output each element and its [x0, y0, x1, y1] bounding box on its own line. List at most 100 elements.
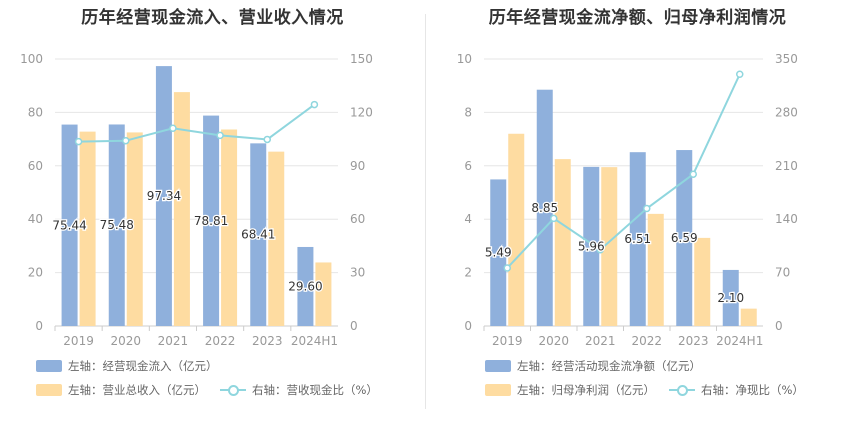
legend-item-cash-ratio[interactable]: 右轴：营收现金比（%） — [220, 382, 378, 398]
ratio-point-1 — [74, 137, 83, 146]
y-right-tick-label: 280 — [775, 105, 798, 119]
bar-1-series-1 — [490, 179, 507, 326]
ratio-point-5 — [263, 135, 271, 144]
legend-item-revenue[interactable]: 左轴：营业总收入（亿元） — [36, 382, 206, 398]
bar-3-series-2 — [173, 92, 190, 326]
y-right-tick-label: 70 — [775, 266, 790, 280]
legend-swatch — [485, 384, 511, 396]
legend-label: 右轴：净现比（%） — [701, 383, 804, 397]
data-label: 78.81 — [194, 214, 228, 228]
legend-item-net-cash-flow[interactable]: 左轴：经营活动现金流净额（亿元） — [485, 358, 701, 374]
legend-swatch — [485, 360, 511, 372]
bar-5-series-1 — [676, 150, 693, 326]
x-tick-label: 2020 — [538, 334, 569, 348]
legend-swatch — [36, 384, 62, 396]
y-left-tick-label: 10 — [457, 52, 472, 66]
y-right-tick-label: 210 — [775, 159, 798, 173]
x-tick-label: 2024H1 — [716, 334, 763, 348]
bar-2-series-1 — [536, 89, 553, 326]
ratio-point-6 — [310, 100, 319, 109]
bar-1-series-2 — [508, 133, 525, 326]
x-tick-label: 2024H1 — [291, 334, 338, 348]
legend-label: 左轴：经营活动现金流净额（亿元） — [517, 359, 701, 373]
legend-line-marker-icon — [220, 384, 246, 396]
bar-1-series-2 — [79, 131, 96, 326]
panel-divider — [425, 14, 426, 409]
chart-panel-cash-inflow: 历年经营现金流入、营业收入情况 0 0 20 30 40 60 60 90 80 120 100 15… — [20, 8, 378, 398]
y-right-tick-label: 350 — [775, 52, 798, 66]
data-label: 8.85 — [531, 201, 558, 215]
legend-item-net-profit[interactable]: 左轴：归母净利润（亿元） — [485, 382, 655, 398]
bar-5-series-2 — [268, 151, 285, 326]
bar-4-series-2 — [221, 129, 238, 326]
legend-swatch — [36, 360, 62, 372]
bar-6-series-2 — [740, 308, 757, 326]
legend-item-net-cash-ratio[interactable]: 右轴：净现比（%） — [669, 382, 804, 398]
legend-line-marker-icon — [669, 384, 695, 396]
x-tick-label: 2022 — [205, 334, 236, 348]
data-label: 29.60 — [288, 279, 322, 293]
y-left-tick-label: 2 — [464, 266, 472, 280]
data-label: 6.51 — [624, 232, 651, 246]
data-label: 2.10 — [717, 291, 744, 305]
y-right-tick-label: 60 — [350, 212, 365, 226]
x-tick-label: 2023 — [678, 334, 709, 348]
data-label: 5.49 — [485, 246, 512, 260]
ratio-point-3 — [596, 245, 604, 254]
data-label: 6.59 — [671, 231, 698, 245]
ratio-point-5 — [689, 170, 697, 178]
ratio-point-2 — [550, 214, 558, 223]
ratio-line — [78, 103, 316, 143]
chart-plot-cash-inflow: 0 0 20 30 40 60 60 90 80 120 100 150 2019 2020 2021 202… — [20, 52, 373, 348]
y-right-tick-label: 0 — [350, 319, 358, 333]
x-tick-label: 2019 — [63, 334, 94, 348]
x-tick-label: 2023 — [252, 334, 283, 348]
legend-item-cash-inflow[interactable]: 左轴：经营现金流入（亿元） — [36, 358, 218, 374]
x-tick-label: 2021 — [585, 334, 616, 348]
x-tick-label: 2019 — [492, 334, 523, 348]
y-right-tick-label: 120 — [350, 105, 373, 119]
chart-panel-net-cash: 历年经营现金流净额、归母净利润情况 0 0 2 70 4 140 6 210 8 280 10 350… — [425, 0, 850, 437]
bar-5-series-2 — [694, 237, 711, 326]
legend-label: 右轴：营收现金比（%） — [252, 383, 378, 397]
bar-2-series-2 — [554, 159, 571, 326]
y-right-tick-label: 90 — [350, 159, 365, 173]
y-left-tick-label: 40 — [28, 212, 43, 226]
bar-6-series-2 — [315, 262, 332, 326]
bar-3-series-2 — [601, 167, 618, 326]
y-left-tick-label: 0 — [464, 319, 472, 333]
ratio-point-1 — [503, 264, 511, 272]
y-left-tick-label: 100 — [20, 52, 43, 66]
y-left-tick-label: 6 — [464, 159, 472, 173]
data-label: 75.44 — [52, 218, 86, 232]
ratio-line — [506, 73, 741, 269]
y-left-tick-label: 20 — [28, 266, 43, 280]
x-tick-label: 2022 — [631, 334, 662, 348]
ratio-point-6 — [736, 70, 744, 79]
legend-label: 左轴：经营现金流入（亿元） — [68, 359, 218, 373]
ratio-point-2 — [122, 136, 130, 145]
y-left-tick-label: 4 — [464, 212, 472, 226]
data-label: 97.34 — [147, 189, 181, 203]
bar-3-series-1 — [583, 166, 600, 326]
bar-4-series-1 — [629, 152, 646, 326]
x-tick-label: 2021 — [158, 334, 189, 348]
y-left-tick-label: 80 — [28, 105, 43, 119]
ratio-point-4 — [216, 131, 224, 140]
ratio-point-3 — [169, 124, 177, 132]
bar-4-series-2 — [647, 213, 664, 326]
chart-plot-net-cash: 0 0 2 70 4 140 6 210 8 280 10 350 2019 2020 2021 2022 20… — [457, 52, 798, 348]
bar-4-series-1 — [203, 115, 220, 326]
ratio-point-4 — [643, 204, 651, 213]
data-label: 5.96 — [578, 239, 605, 253]
y-right-tick-label: 140 — [775, 212, 798, 226]
chart-title: 历年经营现金流净额、归母净利润情况 — [488, 8, 787, 28]
y-left-tick-label: 0 — [35, 319, 43, 333]
legend-label: 左轴：归母净利润（亿元） — [517, 383, 655, 397]
data-label: 75.48 — [100, 218, 134, 232]
legend-label: 左轴：营业总收入（亿元） — [68, 383, 206, 397]
y-left-tick-label: 60 — [28, 159, 43, 173]
bar-2-series-2 — [126, 132, 143, 326]
bar-5-series-1 — [250, 143, 267, 326]
bar-1-series-1 — [61, 124, 78, 327]
